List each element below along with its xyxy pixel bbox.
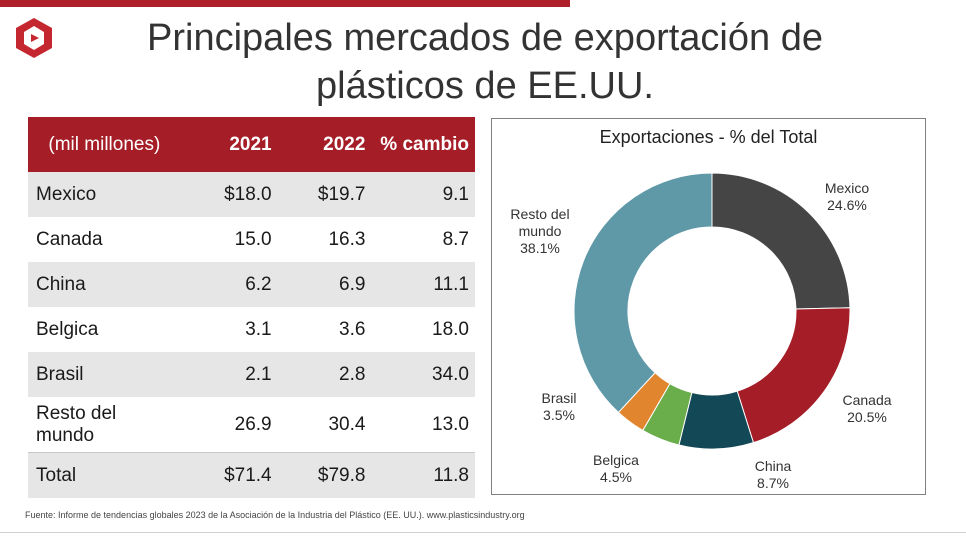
row-2022: 16.3 [328,228,366,250]
row-2022: 30.4 [328,413,366,435]
row-2021: 15.0 [234,228,272,250]
row-2021: 2.1 [180,352,278,397]
row-name: Belgica [36,318,99,340]
slice-label: Resto del mundo 38.1% [510,206,569,256]
slice-label: Mexico 24.6% [825,180,870,213]
chart-title: Exportaciones - % del Total [599,127,818,147]
footer-divider [0,532,966,533]
row-change: 9.1 [371,172,475,217]
row-name: Brasil [28,352,181,397]
logo-icon [16,18,52,58]
row-change: 8.7 [442,228,469,250]
table-row: Canada 15.0 16.3 8.7 [28,217,475,262]
table-total-row: Total $71.4 $79.8 11.8 [28,452,475,498]
row-change: 11.1 [371,262,475,307]
table-row: Mexico $18.0 $19.7 9.1 [28,172,475,217]
slice-label: Brasil 3.5% [541,390,576,423]
top-accent-bar [0,0,570,7]
header-change: % cambio [371,117,475,172]
slice-label: Belgica 4.5% [593,452,639,485]
header-2021: 2021 [180,117,278,172]
slice-label: China 8.7% [755,458,792,491]
table-row: Belgica 3.1 3.6 18.0 [28,307,475,352]
table-row: Brasil 2.1 2.8 34.0 [28,352,475,397]
row-2022: 3.6 [339,318,366,340]
row-2021: 3.1 [245,318,272,340]
row-2022: 6.9 [277,262,372,307]
header-2022: 2022 [277,117,372,172]
table-row: China 6.2 6.9 11.1 [28,262,475,307]
row-name: China [28,262,181,307]
row-2021: $71.4 [180,452,278,498]
row-name: Mexico [28,172,181,217]
row-2021: $18.0 [180,172,278,217]
row-2022: $79.8 [277,452,372,498]
page-title: Principales mercados de exportación de p… [147,17,823,107]
donut-slice-canada [736,307,851,444]
row-change: 11.8 [371,452,475,498]
donut-chart: Mexico 24.6% Canada 20.5% China 8.7% Belgica 4.… [510,172,892,491]
table-header-row: (mil millones) 2021 2022 % cambio [28,117,475,172]
row-2022: 2.8 [277,352,372,397]
donut-slice-resto-del-mundo [573,172,713,414]
table-row: Resto del mundo 26.9 30.4 13.0 [28,397,475,453]
exports-table: (mil millones) 2021 2022 % cambio Mexico… [28,117,475,498]
slice-label: Canada 20.5% [842,392,891,425]
row-2021: 6.2 [180,262,278,307]
row-2022: $19.7 [277,172,372,217]
row-name: Resto del mundo [36,402,117,446]
row-name: Total [28,452,181,498]
row-2021: 26.9 [234,413,272,435]
donut-chart-panel: Exportaciones - % del Total Mexico 24.6% C… [491,118,926,495]
row-change: 34.0 [371,352,475,397]
row-name: Canada [36,228,103,250]
row-change: 18.0 [432,318,469,340]
header-unit: (mil millones) [28,117,181,172]
source-note: Fuente: Informe de tendencias globales 2… [25,510,525,520]
row-change: 13.0 [432,413,469,435]
